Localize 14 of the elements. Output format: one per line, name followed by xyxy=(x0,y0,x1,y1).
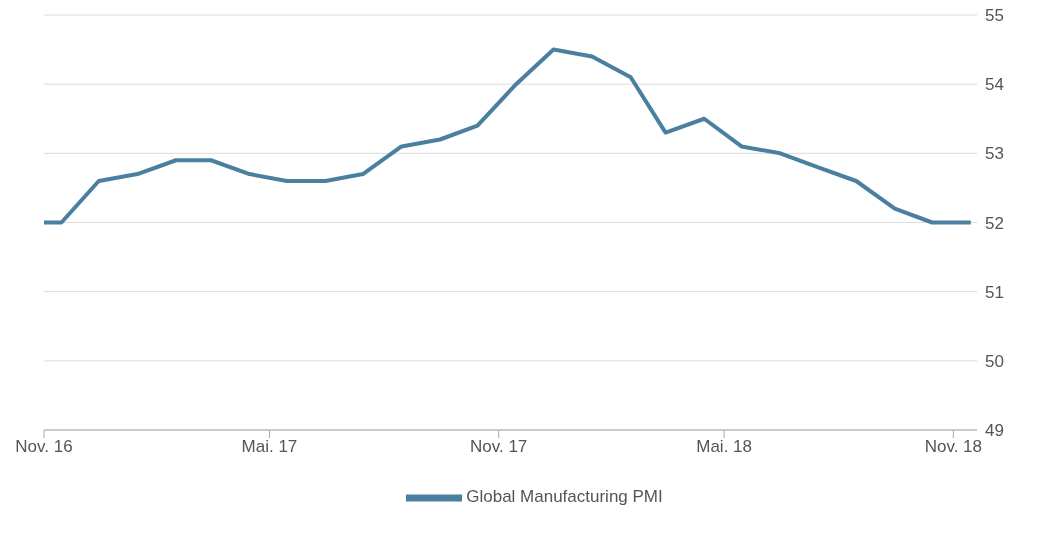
y-tick-label: 52 xyxy=(985,213,1004,233)
x-tick-label: Nov. 16 xyxy=(15,437,73,457)
y-tick-label: 51 xyxy=(985,282,1004,302)
x-tick-label: Mai. 18 xyxy=(696,437,753,457)
y-tick-label: 49 xyxy=(985,421,1004,441)
x-tick-label: Nov. 17 xyxy=(470,437,528,457)
y-tick-label: 50 xyxy=(985,351,1004,371)
y-tick-label: 55 xyxy=(985,6,1004,26)
x-tick-label: Nov. 18 xyxy=(924,437,982,457)
line-series xyxy=(44,47,973,225)
x-tick-label: Mai. 17 xyxy=(241,437,298,457)
y-tick-label: 54 xyxy=(985,75,1004,95)
y-tick-label: 53 xyxy=(985,144,1004,164)
legend-label: Global Manufacturing PMI xyxy=(466,487,663,507)
